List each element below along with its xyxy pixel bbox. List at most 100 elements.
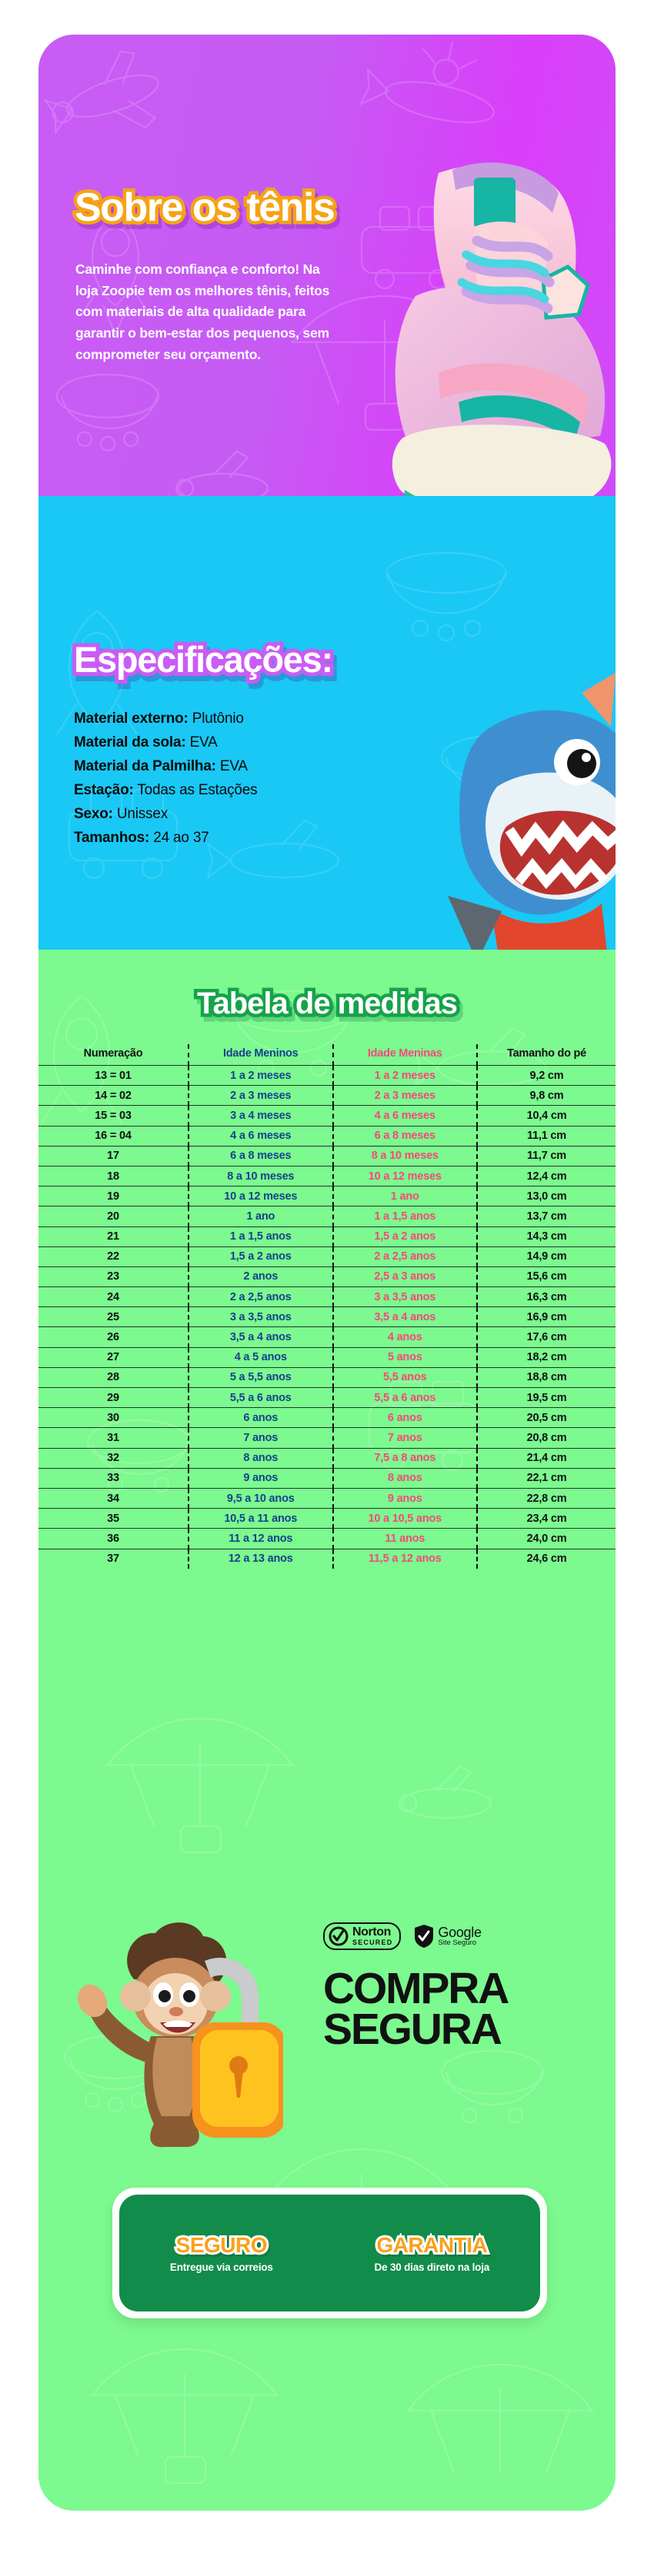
hero-paragraph: Caminhe com confiança e conforto! Na loj… (75, 261, 330, 362)
hero-section: Sobre os tênis Caminhe com confiança e c… (38, 35, 616, 565)
table-cell: 19,5 cm (476, 1386, 616, 1408)
green-section: Tabela de medidas Numeração Idade Meninos… (38, 950, 616, 2511)
table-cell: 14,9 cm (476, 1246, 616, 1267)
table-row: 31 7 anos 7 anos 20,8 cm (38, 1427, 616, 1449)
table-cell: 3 a 3,5 anos (332, 1286, 477, 1307)
table-cell: 5 a 5,5 anos (188, 1366, 333, 1388)
table-row: 28 5 a 5,5 anos 5,5 anos 18,8 cm (38, 1366, 616, 1388)
spec-item: Estação: Todas as Estações (74, 779, 405, 803)
table-row: 16 = 04 4 a 6 meses 6 a 8 meses 11,1 cm (38, 1125, 616, 1147)
guarantee-column-seguro: SEGURO Entregue via correios (169, 2231, 273, 2273)
table-cell: 17 (38, 1145, 189, 1167)
table-cell: 33 (38, 1467, 189, 1489)
table-cell: 10 a 12 meses (332, 1165, 477, 1186)
table-row: 27 4 a 5 anos 5 anos 18,2 cm (38, 1346, 616, 1368)
table-cell: 18 (38, 1165, 189, 1186)
table-row: 36 11 a 12 anos 11 anos 24,0 cm (38, 1528, 616, 1549)
table-cell: 7 anos (332, 1427, 477, 1449)
table-cell: 1,5 a 2 anos (188, 1246, 333, 1267)
spec-list: Material externo: Plutônio Material da so… (74, 707, 405, 850)
table-cell: 32 (38, 1447, 189, 1469)
table-header-cell: Tamanho do pé (476, 1044, 616, 1066)
table-cell: 18,8 cm (476, 1366, 616, 1388)
table-row: 25 3 a 3,5 anos 3,5 a 4 anos 16,9 cm (38, 1306, 616, 1327)
table-row: 18 8 a 10 meses 10 a 12 meses 12,4 cm (38, 1165, 616, 1186)
garantia-heading: GARANTIA (374, 2231, 489, 2259)
table-cell: 24 (38, 1286, 189, 1307)
table-cell: 14,3 cm (476, 1226, 616, 1247)
table-cell: 24,0 cm (476, 1528, 616, 1549)
table-cell: 2 a 3 meses (188, 1085, 333, 1106)
table-cell: 20,8 cm (476, 1427, 616, 1449)
table-cell: 1 ano (188, 1206, 333, 1226)
guarantee-box: SEGURO Entregue via correios GARANTIA De… (119, 2195, 540, 2311)
table-cell: 11 a 12 anos (188, 1528, 333, 1549)
table-cell: 27 (38, 1346, 189, 1368)
table-cell: 30 (38, 1407, 189, 1428)
table-row: 15 = 03 3 a 4 meses 4 a 6 meses 10,4 cm (38, 1105, 616, 1127)
table-cell: 6 anos (332, 1407, 477, 1428)
table-cell: 36 (38, 1528, 189, 1549)
table-cell: 3 a 4 meses (188, 1105, 333, 1127)
table-cell: 17,6 cm (476, 1326, 616, 1348)
table-cell: 23 (38, 1266, 189, 1287)
product-info-card: Sobre os tênis Caminhe com confiança e c… (38, 35, 616, 2511)
table-header-cell: Idade Meninos (188, 1044, 333, 1066)
table-cell: 2 a 2,5 anos (188, 1286, 333, 1307)
table-row: 21 1 a 1,5 anos 1,5 a 2 anos 14,3 cm (38, 1226, 616, 1247)
table-cell: 8 anos (188, 1447, 333, 1469)
table-cell: 6 a 8 meses (188, 1145, 333, 1167)
spec-item: Tamanhos: 24 ao 37 (74, 827, 405, 850)
table-cell: 20,5 cm (476, 1407, 616, 1428)
spec-item-label: Material da Palmilha: (74, 757, 216, 774)
table-row: 30 6 anos 6 anos 20,5 cm (38, 1407, 616, 1428)
table-cell: 5 anos (332, 1346, 477, 1368)
table-cell: 21,4 cm (476, 1447, 616, 1469)
spec-item-label: Material externo: (74, 711, 189, 727)
table-cell: 19 (38, 1186, 189, 1206)
spec-item-value: Plutônio (188, 711, 244, 727)
table-row: 34 9,5 a 10 anos 9 anos 22,8 cm (38, 1487, 616, 1509)
google-sublabel: Site Seguro (438, 1939, 477, 1948)
table-cell: 15,6 cm (476, 1266, 616, 1287)
table-cell: 16,3 cm (476, 1286, 616, 1307)
table-cell: 9 anos (188, 1467, 333, 1489)
table-cell: 21 (38, 1226, 189, 1247)
table-row: 23 2 anos 2,5 a 3 anos 15,6 cm (38, 1266, 616, 1287)
table-cell: 3,5 a 4 anos (332, 1306, 477, 1327)
table-cell: 5,5 anos (332, 1366, 477, 1388)
table-cell: 10,5 a 11 anos (188, 1508, 333, 1529)
table-row: 32 8 anos 7,5 a 8 anos 21,4 cm (38, 1447, 616, 1469)
guarantee-box-frame: SEGURO Entregue via correios GARANTIA De… (112, 2188, 547, 2318)
monkey-padlock-mascot-image (77, 1922, 283, 2148)
table-cell: 22,1 cm (476, 1467, 616, 1489)
table-cell: 1 ano (332, 1186, 477, 1206)
seguro-subtext: Entregue via correios (169, 2261, 273, 2273)
table-cell: 35 (38, 1508, 189, 1529)
spec-item-value: 24 ao 37 (149, 829, 209, 846)
security-badges: Norton SECURED Google Site Seguro (323, 1922, 482, 1950)
table-header-row: Numeração Idade Meninos Idade Meninas Taman… (38, 1044, 616, 1066)
table-cell: 6 a 8 meses (332, 1125, 477, 1147)
size-chart-table: Numeração Idade Meninos Idade Meninas Taman… (38, 1044, 616, 1569)
table-cell: 4 a 6 meses (332, 1105, 477, 1127)
guarantee-column-garantia: GARANTIA De 30 dias direto na loja (374, 2231, 490, 2273)
hero-title: Sobre os tênis (71, 182, 339, 234)
spec-item-value: EVA (185, 734, 218, 751)
seguro-heading: SEGURO (174, 2231, 270, 2259)
google-label: Google (438, 1924, 482, 1940)
table-cell: 9,5 a 10 anos (188, 1487, 333, 1509)
table-cell: 9,2 cm (476, 1064, 616, 1086)
table-cell: 1 a 2 meses (332, 1064, 477, 1086)
table-row: 24 2 a 2,5 anos 3 a 3,5 anos 16,3 cm (38, 1286, 616, 1307)
garantia-subtext: De 30 dias direto na loja (374, 2261, 490, 2273)
table-body: 13 = 01 1 a 2 meses 1 a 2 meses 9,2 cm 14 = … (38, 1064, 616, 1569)
table-header-cell: Numeração (83, 1047, 143, 1060)
table-cell: 2,5 a 3 anos (332, 1266, 477, 1287)
table-cell: 1,5 a 2 anos (332, 1226, 477, 1247)
spec-item: Sexo: Unissex (74, 803, 405, 827)
table-cell: 13,7 cm (476, 1206, 616, 1226)
table-cell: 1 a 1,5 anos (332, 1206, 477, 1226)
table-cell: 22 (38, 1246, 189, 1267)
table-cell: 25 (38, 1306, 189, 1327)
